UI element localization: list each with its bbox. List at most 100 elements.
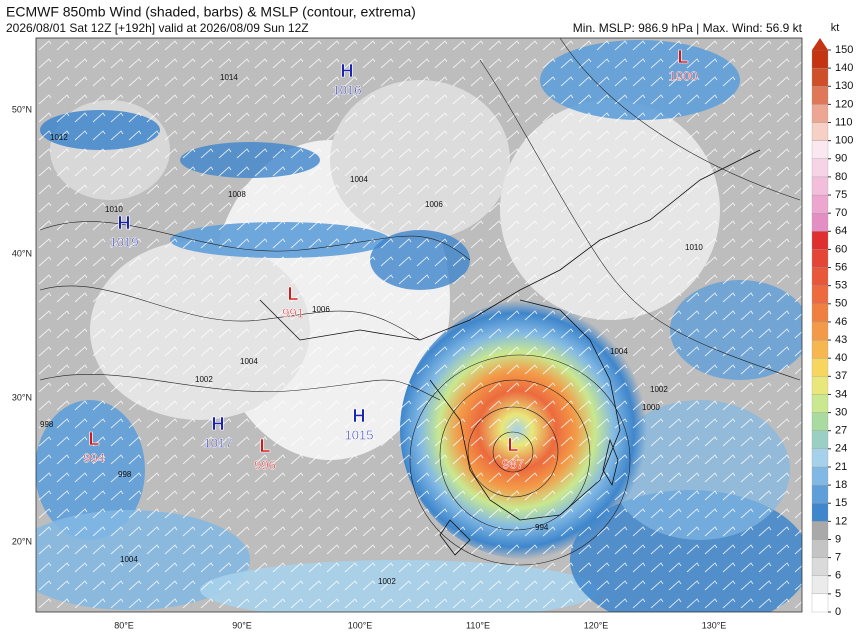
colorbar-label: 15: [835, 497, 847, 509]
colorbar-segment: [811, 158, 829, 178]
colorbar-label: 60: [835, 243, 847, 255]
isobar-label: 1008: [228, 190, 246, 199]
colorbar-segment: [811, 503, 829, 522]
colorbar-label: 34: [835, 388, 847, 400]
colorbar-label: 50: [835, 298, 847, 310]
colorbar-label: 70: [835, 207, 847, 219]
longitude-label: 120°E: [584, 620, 609, 630]
title: ECMWF 850mb Wind (shaded, barbs) & MSLP …: [6, 4, 416, 20]
isobar-label: 1004: [610, 347, 628, 356]
pressure-center-letter: L: [508, 435, 519, 455]
isobar-label: 1002: [378, 577, 396, 586]
colorbar-segment: [811, 521, 829, 540]
colorbar-segment: [811, 448, 829, 468]
longitude-label: 130°E: [702, 620, 727, 630]
colorbar-label: 120: [835, 98, 853, 110]
colorbar-segment: [811, 539, 829, 558]
pressure-center-value: 987: [502, 456, 524, 471]
colorbar-label: 30: [835, 406, 847, 418]
isobar-label: 994: [535, 523, 549, 532]
colorbar-label: 21: [835, 461, 847, 473]
colorbar-segment: [811, 194, 829, 214]
colorbar-label: 27: [835, 425, 847, 437]
isobar-label: 1000: [642, 403, 660, 412]
pressure-center-value: 1016: [333, 82, 362, 97]
longitude-label: 80°E: [114, 620, 134, 630]
colorbar-segment: [811, 376, 829, 395]
isobar-label: 1014: [220, 73, 238, 82]
isobar-label: 1010: [105, 205, 123, 214]
colorbar-label: 140: [835, 62, 853, 74]
colorbar-segment: [811, 49, 829, 69]
colorbar: 0567912151821242730343740434650535660647…: [811, 38, 853, 618]
colorbar-label: 9: [835, 533, 841, 545]
colorbar-label: 6: [835, 570, 841, 582]
colorbar-segment: [811, 176, 829, 196]
latitude-label: 40°N: [12, 248, 32, 258]
pressure-center-letter: H: [341, 61, 354, 81]
subtitle: 2026/08/01 Sat 12Z [+192h] valid at 2026…: [6, 21, 309, 35]
pressure-center-letter: L: [678, 47, 689, 67]
colorbar-label: 110: [835, 116, 853, 128]
colorbar-label: 5: [835, 588, 841, 600]
colorbar-label: 0: [835, 606, 841, 618]
map-frame: [35, 37, 803, 613]
colorbar-segment: [811, 394, 829, 413]
colorbar-label: 24: [835, 443, 847, 455]
colorbar-segment: [811, 430, 829, 449]
colorbar-label: 100: [835, 135, 853, 147]
colorbar-label: 75: [835, 189, 847, 201]
colorbar-segment: [811, 104, 829, 123]
colorbar-segment: [811, 466, 829, 486]
longitude-label: 90°E: [232, 620, 252, 630]
pressure-center-value: 994: [83, 450, 105, 465]
colorbar-segment: [811, 285, 829, 304]
longitude-label: 110°E: [466, 620, 490, 630]
colorbar-label: 18: [835, 479, 847, 491]
isobar-label: 1006: [312, 305, 330, 314]
colorbar-segment: [811, 412, 829, 431]
colorbar-label: 130: [835, 80, 853, 92]
colorbar-label: 46: [835, 316, 847, 328]
latitude-label: 20°N: [12, 536, 32, 546]
colorbar-label: 37: [835, 370, 847, 382]
colorbar-label: 56: [835, 261, 847, 273]
pressure-center-value: 1019: [110, 234, 139, 249]
pressure-center-value: 991: [282, 305, 304, 320]
pressure-center-letter: L: [89, 429, 100, 449]
pressure-center-letter: H: [353, 406, 366, 426]
colorbar-segment: [811, 593, 829, 613]
colorbar-segment: [811, 303, 829, 323]
isobar-label: 1002: [195, 375, 213, 384]
isobar-label: 1012: [50, 133, 68, 142]
pressure-center-letter: L: [288, 284, 299, 304]
colorbar-segment: [811, 575, 829, 595]
pressure-center-value: 1000: [669, 68, 698, 83]
colorbar-arrow: [812, 38, 828, 50]
colorbar-segment: [811, 267, 829, 286]
longitude-label: 100°E: [348, 620, 373, 630]
pressure-center-value: 1015: [345, 427, 374, 442]
stats: Min. MSLP: 986.9 hPa | Max. Wind: 56.9 k…: [573, 21, 803, 35]
colorbar-segment: [811, 67, 829, 87]
pressure-center-value: 996: [254, 457, 276, 472]
isobar-label: 998: [118, 470, 132, 479]
colorbar-segment: [811, 231, 829, 250]
colorbar-label: 80: [835, 171, 847, 183]
map: [36, 38, 802, 612]
colorbar-segment: [811, 213, 829, 232]
colorbar-label: 90: [835, 153, 847, 165]
pressure-center-letter: H: [118, 213, 131, 233]
pressure-center-letter: H: [212, 414, 225, 434]
colorbar-segment: [811, 249, 829, 268]
colorbar-label: 12: [835, 515, 847, 527]
colorbar-unit: kt: [831, 22, 840, 34]
colorbar-segment: [811, 339, 829, 359]
isobar-label: 1004: [120, 555, 138, 564]
isobar-label: 1004: [350, 175, 368, 184]
colorbar-segment: [811, 86, 829, 105]
latitude-label: 30°N: [12, 392, 32, 402]
isobar-label: 1004: [240, 357, 258, 366]
colorbar-segment: [811, 140, 829, 159]
